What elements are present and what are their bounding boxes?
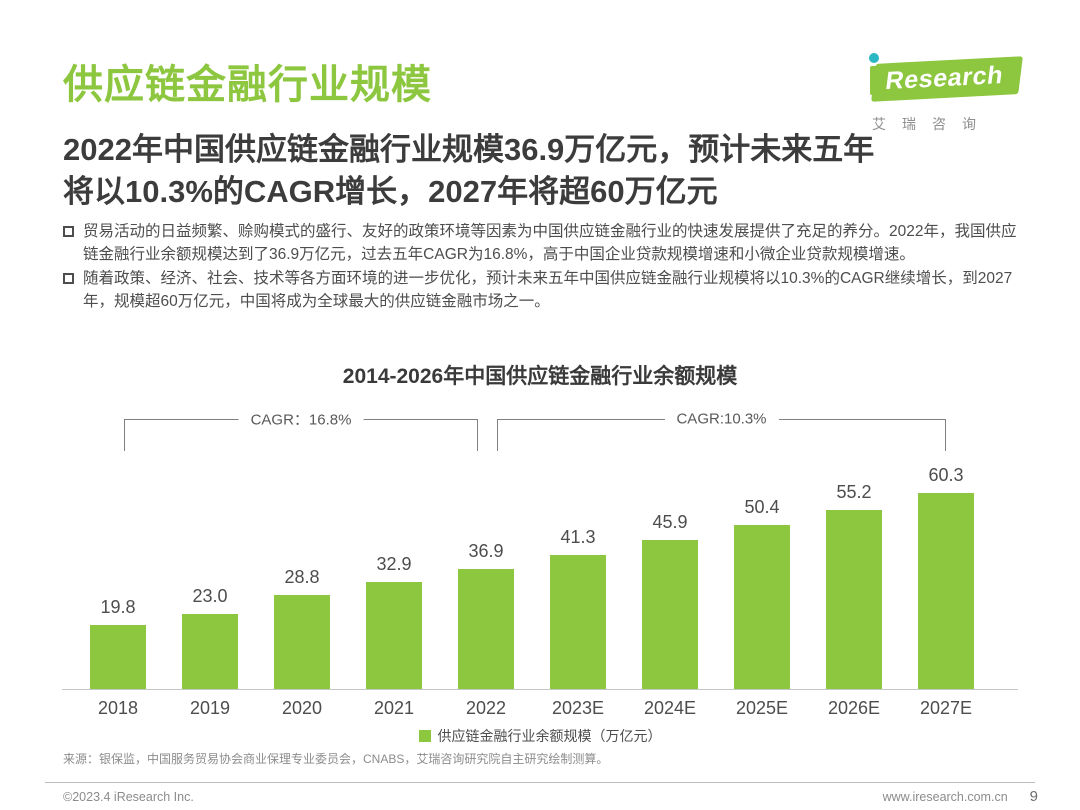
x-axis-label: 2021 xyxy=(373,698,415,718)
chart-title: 2014-2026年中国供应链金融行业余额规模 xyxy=(342,365,738,388)
bar-2024E xyxy=(642,540,698,689)
logo-research-flag: Research xyxy=(871,56,1023,102)
bullet-text: 随着政策、经济、社会、技术等各方面环境的进一步优化，预计未来五年中国供应链金融行… xyxy=(83,270,1013,310)
bar-value-label: 19.8 xyxy=(100,597,136,617)
bar-value-label: 45.9 xyxy=(652,512,688,532)
bar-2021 xyxy=(366,582,422,689)
bar-chart-plot-area: 19.8 2018 23.0 2019 28.8 2020 32.9 2021 36.9 2022… xyxy=(62,450,1018,718)
bar-value-label: 23.0 xyxy=(192,586,228,606)
bar-2022 xyxy=(458,569,514,689)
headline-line-2: 将以10.3%的CAGR增长，2027年将超60万亿元 xyxy=(63,174,718,209)
x-axis-label: 2019 xyxy=(189,698,231,718)
footer-url: www.iresearch.com.cn xyxy=(882,790,1008,804)
cagr-bracket: CAGR:10.3% xyxy=(497,410,946,451)
headline-line-1: 2022年中国供应链金融行业规模36.9万亿元，预计未来五年 xyxy=(63,132,875,167)
square-bullet-icon xyxy=(63,226,74,237)
headline: 2022年中国供应链金融行业规模36.9万亿元，预计未来五年 将以10.3%的C… xyxy=(63,129,1053,213)
legend-swatch-icon xyxy=(418,730,431,742)
logo-i-dot-icon xyxy=(869,53,879,63)
bar-2020 xyxy=(274,595,330,689)
bullet-item: 随着政策、经济、社会、技术等各方面环境的进一步优化，预计未来五年中国供应链金融行… xyxy=(63,268,1031,313)
cagr-bracket: CAGR：16.8% xyxy=(124,408,478,451)
footer-divider xyxy=(45,782,1035,783)
iresearch-logo-mark: Research xyxy=(862,50,1024,104)
source-note: 来源：银保监，中国服务贸易协会商业保理专业委员会，CNABS，艾瑞咨询研究院自主… xyxy=(63,752,609,766)
bar-2026E xyxy=(826,510,882,689)
cagr-bracket-label: CAGR:10.3% xyxy=(664,410,779,428)
bar-value-label: 32.9 xyxy=(376,554,412,574)
logo-i-stem-icon xyxy=(870,66,878,95)
page-number: 9 xyxy=(1029,788,1038,805)
logo-chinese-name: 艾瑞咨询 xyxy=(872,116,992,132)
bar-2019 xyxy=(182,614,238,689)
cagr-bracket-label: CAGR：16.8% xyxy=(238,408,364,430)
bar-value-label: 36.9 xyxy=(468,541,504,561)
bullet-list: 贸易活动的日益频繁、赊购模式的盛行、友好的政策环境等因素为中国供应链金融行业的快… xyxy=(63,221,1031,315)
x-axis-label: 2020 xyxy=(281,698,323,718)
footer-copyright: ©2023.4 iResearch Inc. xyxy=(63,790,194,804)
bar-2025E xyxy=(734,525,790,689)
x-axis-label: 2024E xyxy=(643,698,697,718)
bar-2027E xyxy=(918,493,974,689)
x-axis-label: 2022 xyxy=(465,698,507,718)
footer-right: www.iresearch.com.cn 9 xyxy=(883,788,1038,805)
x-axis-label: 2018 xyxy=(97,698,139,718)
bar-value-label: 50.4 xyxy=(744,497,780,517)
x-axis-label: 2027E xyxy=(919,698,973,718)
chart-legend: 供应链金融行业余额规模（万亿元） xyxy=(0,726,1080,746)
logo-brand-text: Research xyxy=(883,61,1005,96)
bar-value-label: 41.3 xyxy=(560,527,596,547)
x-axis-label: 2025E xyxy=(735,698,789,718)
legend-label: 供应链金融行业余额规模（万亿元） xyxy=(437,728,662,744)
bar-2018 xyxy=(90,625,146,689)
page-title: 供应链金融行业规模 xyxy=(63,63,432,107)
cagr-brackets: CAGR：16.8% CAGR:10.3% xyxy=(62,408,1018,455)
bar-value-label: 28.8 xyxy=(284,567,320,587)
bar-2023E xyxy=(550,555,606,689)
x-axis-label: 2026E xyxy=(827,698,881,718)
square-bullet-icon xyxy=(63,273,74,284)
bar-value-label: 55.2 xyxy=(836,482,872,502)
x-axis-label: 2023E xyxy=(551,698,605,718)
bullet-text: 贸易活动的日益频繁、赊购模式的盛行、友好的政策环境等因素为中国供应链金融行业的快… xyxy=(83,223,1017,263)
iresearch-logo: Research 艾瑞咨询 xyxy=(862,50,1024,134)
bullet-item: 贸易活动的日益频繁、赊购模式的盛行、友好的政策环境等因素为中国供应链金融行业的快… xyxy=(63,221,1031,266)
bar-value-label: 60.3 xyxy=(928,465,964,485)
